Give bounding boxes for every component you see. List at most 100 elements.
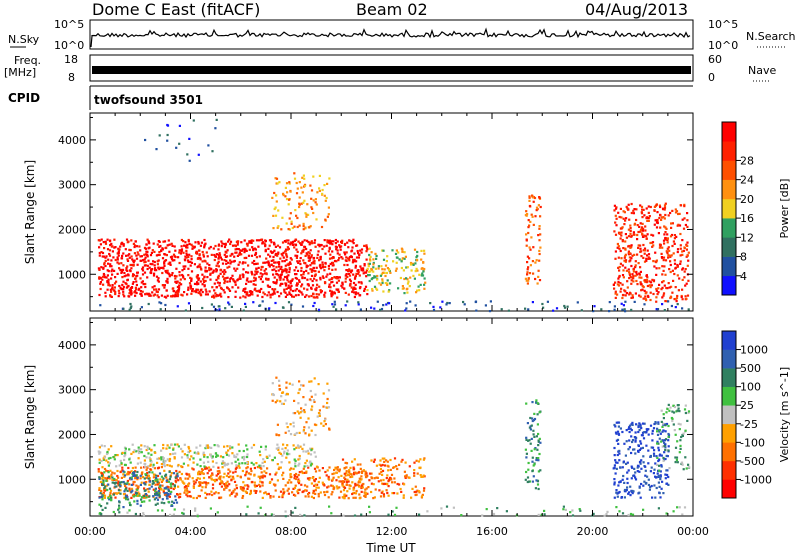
data-cell-0-0 bbox=[155, 275, 159, 278]
data-cell-0-0 bbox=[164, 253, 167, 256]
data-cell-0-2 bbox=[305, 215, 308, 218]
data-cell-1-2 bbox=[170, 490, 173, 493]
data-cell-1-0 bbox=[303, 484, 307, 487]
data-cell-0-0 bbox=[223, 280, 227, 283]
data-cell-1-0 bbox=[292, 487, 295, 490]
data-cell-0-1 bbox=[406, 287, 409, 290]
data-cell-1-1 bbox=[212, 465, 215, 468]
data-cell-0-0 bbox=[347, 293, 350, 296]
data-cell-0-0 bbox=[257, 245, 260, 248]
data-cell-0-3 bbox=[539, 233, 542, 236]
data-cell-0-4 bbox=[681, 250, 684, 253]
data-cell-1-6 bbox=[652, 427, 656, 430]
data-cell-0-0 bbox=[321, 263, 324, 266]
data-cell-1-6 bbox=[617, 442, 620, 445]
data-cell-0-0 bbox=[196, 266, 199, 269]
data-cell-0-1 bbox=[423, 267, 426, 271]
data-cell-0-0 bbox=[98, 276, 101, 279]
data-cell-1-1 bbox=[187, 464, 190, 467]
data-cell-1-7 bbox=[682, 432, 685, 435]
data-cell-0-0 bbox=[288, 270, 291, 274]
data-cell-0-2 bbox=[285, 198, 289, 201]
data-cell-1-0 bbox=[197, 473, 200, 476]
data-cell-1-2 bbox=[118, 489, 121, 492]
data-cell-0-1 bbox=[377, 267, 380, 270]
data-cell-0-4 bbox=[658, 216, 661, 220]
data-cell-1-0 bbox=[228, 494, 232, 497]
data-cell-0-0 bbox=[150, 251, 153, 254]
colorbar-tick-label: 24 bbox=[740, 174, 754, 187]
data-cell-0-5 bbox=[287, 301, 291, 304]
data-cell-0-0 bbox=[250, 241, 253, 244]
data-cell-0-0 bbox=[277, 274, 280, 277]
data-cell-1-3 bbox=[382, 493, 385, 496]
data-cell-0-0 bbox=[351, 246, 354, 249]
data-cell-1-6 bbox=[631, 440, 634, 444]
data-cell-0-4 bbox=[662, 239, 666, 242]
data-cell-1-6 bbox=[618, 481, 621, 484]
data-cell-1-4 bbox=[308, 398, 311, 401]
data-cell-0-0 bbox=[337, 279, 340, 282]
data-cell-1-0 bbox=[331, 491, 334, 494]
data-cell-0-0 bbox=[208, 247, 211, 250]
data-cell-1-2 bbox=[133, 500, 136, 503]
data-cell-0-4 bbox=[618, 215, 621, 219]
data-cell-1-3 bbox=[370, 477, 374, 480]
data-cell-1-2 bbox=[174, 495, 177, 498]
data-cell-0-0 bbox=[199, 265, 202, 269]
data-cell-0-1 bbox=[414, 262, 417, 265]
data-cell-0-4 bbox=[614, 233, 618, 236]
data-cell-1-6 bbox=[656, 433, 660, 436]
data-cell-1-3 bbox=[341, 481, 344, 484]
data-cell-0-4 bbox=[624, 240, 627, 243]
data-cell-0-0 bbox=[335, 248, 338, 251]
data-cell-0-0 bbox=[143, 258, 146, 261]
data-cell-0-0 bbox=[236, 254, 239, 257]
data-cell-0-0 bbox=[129, 249, 132, 252]
data-cell-0-2 bbox=[321, 188, 324, 192]
data-cell-1-1 bbox=[273, 456, 276, 459]
data-cell-0-4 bbox=[686, 241, 689, 244]
data-cell-0-0 bbox=[140, 292, 143, 296]
data-cell-1-0 bbox=[119, 489, 122, 492]
colorbar-tick-label: 20 bbox=[740, 193, 754, 206]
data-cell-0-0 bbox=[218, 284, 221, 287]
colorbar-frame bbox=[721, 121, 737, 296]
data-cell-0-0 bbox=[274, 270, 278, 273]
data-cell-0-4 bbox=[655, 289, 658, 292]
data-cell-0-1 bbox=[376, 278, 379, 281]
data-cell-0-5 bbox=[622, 304, 625, 307]
data-cell-1-7 bbox=[656, 442, 659, 445]
data-cell-0-5 bbox=[404, 309, 407, 312]
data-cell-1-0 bbox=[239, 487, 243, 490]
colorbar-label: Power [dB] bbox=[778, 179, 791, 239]
data-cell-1-1 bbox=[162, 443, 165, 447]
data-cell-1-0 bbox=[253, 489, 256, 492]
data-cell-1-1 bbox=[174, 452, 177, 455]
data-cell-1-6 bbox=[627, 492, 630, 495]
data-cell-0-4 bbox=[650, 233, 653, 236]
data-cell-1-0 bbox=[261, 496, 264, 499]
data-cell-0-0 bbox=[343, 251, 346, 254]
data-cell-1-1 bbox=[280, 461, 283, 464]
data-cell-1-2 bbox=[107, 475, 110, 478]
data-cell-1-5 bbox=[529, 416, 532, 420]
data-cell-0-4 bbox=[642, 227, 645, 230]
data-cell-0-0 bbox=[173, 259, 176, 262]
data-cell-1-0 bbox=[201, 481, 204, 484]
data-cell-0-0 bbox=[335, 281, 339, 284]
data-cell-1-4 bbox=[304, 432, 307, 435]
data-cell-0-0 bbox=[122, 293, 125, 296]
data-cell-0-0 bbox=[242, 261, 245, 264]
data-cell-0-0 bbox=[214, 244, 217, 248]
data-cell-1-0 bbox=[298, 480, 301, 483]
data-cell-0-5 bbox=[357, 301, 360, 304]
data-cell-0-1 bbox=[422, 261, 425, 264]
data-cell-1-0 bbox=[145, 494, 148, 497]
data-cell-1-0 bbox=[282, 493, 285, 496]
data-cell-0-0 bbox=[223, 259, 226, 262]
y-tick-label: 2000 bbox=[58, 428, 86, 441]
data-cell-0-0 bbox=[139, 255, 142, 258]
data-cell-1-0 bbox=[260, 471, 263, 474]
data-cell-0-0 bbox=[218, 255, 221, 258]
